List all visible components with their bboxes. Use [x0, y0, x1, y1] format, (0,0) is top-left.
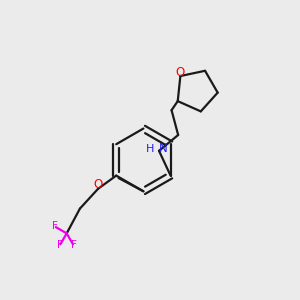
Text: F: F — [52, 221, 58, 232]
Text: H: H — [146, 144, 154, 154]
Text: O: O — [93, 178, 103, 191]
Text: O: O — [176, 66, 185, 79]
Text: F: F — [71, 240, 76, 250]
Text: N: N — [159, 142, 167, 155]
Text: F: F — [57, 240, 63, 250]
